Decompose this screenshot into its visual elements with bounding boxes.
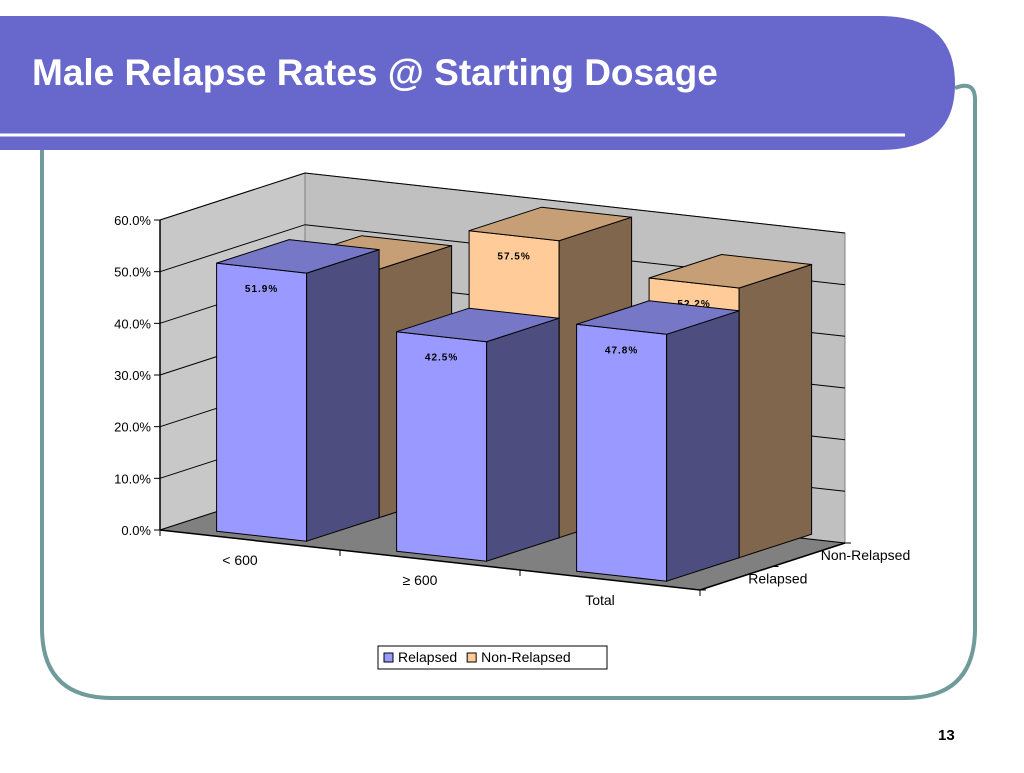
gridline (159, 172, 846, 234)
chart-legend: Relapsed Non-Relapsed (377, 645, 608, 670)
legend-label: Non-Relapsed (481, 649, 571, 665)
gridline (159, 224, 846, 286)
x-tick-label: ≥ 600 (403, 572, 438, 588)
bar-side (306, 248, 380, 542)
bar-side (666, 310, 740, 582)
bar-top (468, 206, 632, 242)
data-label: 51.9% (245, 284, 278, 295)
y-tick-label: 20.0% (114, 420, 151, 435)
y-tick-label: 10.0% (114, 471, 151, 486)
y-tick-label: 40.0% (114, 316, 151, 331)
chart-bars: 48.1%57.5%52.2%51.9%42.5%47.8% (216, 206, 813, 582)
data-label: 52.2% (677, 299, 710, 310)
depth-tick-label: Non-Relapsed (821, 547, 911, 563)
x-axis: < 600 ≥ 600 Total (159, 529, 701, 608)
y-tick-label: 0.0% (121, 523, 151, 538)
depth-axis: Non-Relapsed Relapsed (699, 542, 911, 591)
legend-box (377, 645, 608, 670)
legend-swatch (466, 652, 477, 663)
y-tick-label: 50.0% (114, 265, 151, 280)
page-number: 13 (938, 727, 955, 744)
bar-top (216, 239, 380, 274)
y-tick-label: 30.0% (114, 368, 151, 383)
bar-top (576, 300, 740, 335)
bar-top (648, 253, 812, 289)
bar-top (396, 307, 560, 343)
data-label: 47.8% (605, 345, 638, 356)
bar-front (216, 262, 308, 542)
depth-tick-label: Relapsed (748, 570, 807, 586)
header-bar (0, 16, 955, 150)
bar-front (396, 331, 488, 562)
x-tick-label: < 600 (222, 552, 258, 568)
y-tick-label: 60.0% (114, 213, 151, 228)
data-label: 57.5% (497, 252, 530, 263)
x-axis-line (159, 529, 701, 591)
data-label: 42.5% (425, 353, 458, 364)
legend-swatch (383, 652, 394, 663)
bar-side (738, 263, 813, 559)
slide-title: Male Relapse Rates @ Starting Dosage (32, 52, 718, 93)
legend-label: Relapsed (398, 649, 457, 665)
slide-frame (40, 83, 977, 700)
bar-front (576, 323, 668, 582)
x-tick-label: Total (585, 592, 615, 608)
bar-side (486, 317, 560, 562)
